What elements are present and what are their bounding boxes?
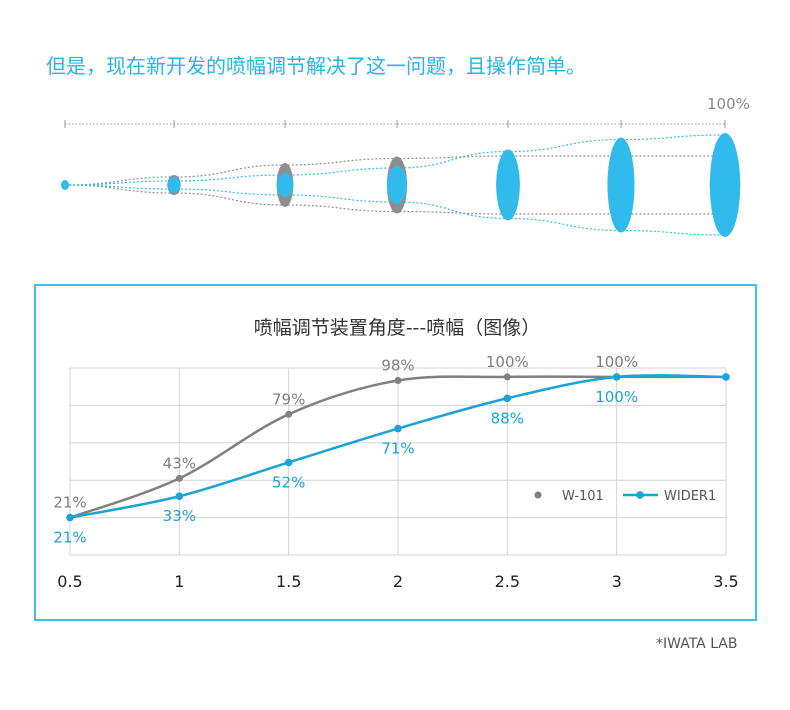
- data-label: 71%: [381, 440, 414, 458]
- data-point-wider1: [503, 394, 512, 403]
- chart-panel: 喷幅调节装置角度---喷幅（图像） 0.5 1 1.5 2 2.5 3 3.5 21% 43%…: [34, 284, 757, 621]
- data-point-wider1: [284, 458, 293, 467]
- ruler-end-label: 100%: [707, 95, 750, 113]
- blue-spray-section: [276, 173, 294, 197]
- data-label: 21%: [53, 529, 86, 547]
- x-tick-label: 1: [174, 572, 184, 591]
- data-point-w-101: [394, 376, 402, 384]
- legend-marker-w101: [534, 491, 542, 499]
- data-label: 88%: [491, 409, 524, 427]
- chart-title: 喷幅调节装置角度---喷幅（图像）: [254, 317, 541, 339]
- spray-width-chart: 喷幅调节装置角度---喷幅（图像） 0.5 1 1.5 2 2.5 3 3.5 21% 43%…: [53, 317, 738, 591]
- x-tick-labels: 0.5 1 1.5 2 2.5 3 3.5: [57, 572, 738, 591]
- data-label: 21%: [53, 494, 86, 512]
- legend-label-w101: W-101: [562, 489, 604, 504]
- x-tick-label: 3: [612, 572, 622, 591]
- data-label: 33%: [163, 507, 196, 525]
- data-label: 100%: [595, 388, 638, 406]
- x-tick-label: 0.5: [57, 572, 82, 591]
- data-point-w-101: [503, 373, 511, 381]
- x-tick-label: 1.5: [276, 572, 301, 591]
- data-point-wider1: [394, 424, 402, 433]
- blue-spray-section: [607, 137, 635, 233]
- blue-spray-section: [167, 177, 181, 193]
- blue-spray-section: [386, 166, 408, 204]
- headline: 但是，现在新开发的喷幅调节解决了这一问题，且操作简单。: [46, 54, 586, 78]
- legend: W-101 WIDER1: [534, 489, 716, 504]
- data-point-w-101: [285, 410, 293, 418]
- data-point-w-101: [175, 474, 183, 482]
- data-labels: 21% 43% 79% 98% 100% 100% 21% 33% 52% 71% 88% 100%: [53, 353, 638, 547]
- x-tick-label: 2.5: [495, 572, 520, 591]
- data-point-wider1: [175, 492, 184, 501]
- series-lines: [66, 373, 730, 522]
- data-label: 43%: [163, 454, 196, 472]
- data-label: 100%: [595, 353, 638, 371]
- data-label: 79%: [272, 390, 305, 408]
- data-label: 52%: [272, 473, 305, 491]
- data-point-wider1: [722, 373, 730, 381]
- spray-nozzle-point: [61, 180, 69, 190]
- blue-spray-section: [709, 133, 741, 237]
- data-point-wider1: [66, 513, 74, 522]
- data-label: 98%: [381, 356, 414, 374]
- legend-marker-wider1: [636, 491, 644, 499]
- data-label: 100%: [486, 353, 529, 371]
- data-point-wider1: [612, 373, 621, 381]
- x-tick-label: 3.5: [713, 572, 738, 591]
- x-tick-label: 2: [393, 572, 403, 591]
- spray-pattern-diagram: [61, 120, 741, 237]
- blue-spray-section: [496, 149, 520, 221]
- legend-label-wider1: WIDER1: [664, 489, 716, 504]
- source-credit: *IWATA LAB: [656, 636, 738, 652]
